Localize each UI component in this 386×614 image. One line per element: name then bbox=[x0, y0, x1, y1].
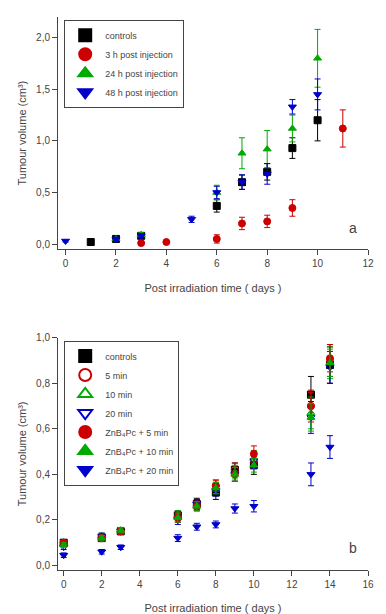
svg-text:a: a bbox=[349, 220, 357, 236]
svg-text:Tumour volume (cm³): Tumour volume (cm³) bbox=[16, 81, 28, 186]
svg-text:0,2: 0,2 bbox=[36, 514, 50, 525]
svg-text:12: 12 bbox=[286, 579, 298, 590]
svg-text:Post irradiation time ( days ): Post irradiation time ( days ) bbox=[145, 282, 282, 294]
svg-text:controls: controls bbox=[105, 352, 137, 362]
svg-text:ZnB₄Pc + 20 min: ZnB₄Pc + 20 min bbox=[105, 466, 173, 476]
svg-text:0: 0 bbox=[63, 258, 69, 269]
svg-text:14: 14 bbox=[324, 579, 336, 590]
svg-text:0: 0 bbox=[61, 579, 67, 590]
svg-text:0,5: 0,5 bbox=[36, 187, 50, 198]
svg-text:1,0: 1,0 bbox=[36, 332, 50, 343]
svg-text:10 min: 10 min bbox=[105, 390, 132, 400]
svg-text:6: 6 bbox=[214, 258, 220, 269]
svg-text:4: 4 bbox=[164, 258, 170, 269]
svg-text:5 min: 5 min bbox=[105, 371, 127, 381]
svg-text:0,6: 0,6 bbox=[36, 423, 50, 434]
svg-text:6: 6 bbox=[175, 579, 181, 590]
svg-text:3 h post injection: 3 h post injection bbox=[105, 50, 173, 60]
svg-text:1,0: 1,0 bbox=[36, 135, 50, 146]
svg-text:ZnB₄Pc + 5 min: ZnB₄Pc + 5 min bbox=[105, 428, 168, 438]
svg-text:0,0: 0,0 bbox=[36, 560, 50, 571]
svg-text:Tumour volume (cm³): Tumour volume (cm³) bbox=[16, 402, 28, 507]
svg-text:48 h post injection: 48 h post injection bbox=[105, 88, 178, 98]
svg-text:8: 8 bbox=[213, 579, 219, 590]
svg-text:ZnB₄Pc + 10 min: ZnB₄Pc + 10 min bbox=[105, 447, 173, 457]
svg-text:24 h post injection: 24 h post injection bbox=[105, 69, 178, 79]
svg-text:0,0: 0,0 bbox=[36, 239, 50, 250]
svg-text:2: 2 bbox=[113, 258, 119, 269]
svg-text:4: 4 bbox=[137, 579, 143, 590]
svg-text:0,4: 0,4 bbox=[36, 469, 50, 480]
svg-text:b: b bbox=[349, 540, 357, 556]
svg-text:10: 10 bbox=[312, 258, 324, 269]
svg-text:2,0: 2,0 bbox=[36, 32, 50, 43]
svg-text:controls: controls bbox=[105, 31, 137, 41]
svg-text:12: 12 bbox=[362, 258, 374, 269]
svg-text:20 min: 20 min bbox=[105, 409, 132, 419]
svg-text:16: 16 bbox=[362, 579, 374, 590]
svg-text:0,8: 0,8 bbox=[36, 378, 50, 389]
svg-text:1,5: 1,5 bbox=[36, 84, 50, 95]
svg-text:Post irradiation time ( days ): Post irradiation time ( days ) bbox=[145, 602, 282, 614]
svg-text:10: 10 bbox=[248, 579, 260, 590]
svg-text:8: 8 bbox=[264, 258, 270, 269]
svg-text:2: 2 bbox=[99, 579, 105, 590]
